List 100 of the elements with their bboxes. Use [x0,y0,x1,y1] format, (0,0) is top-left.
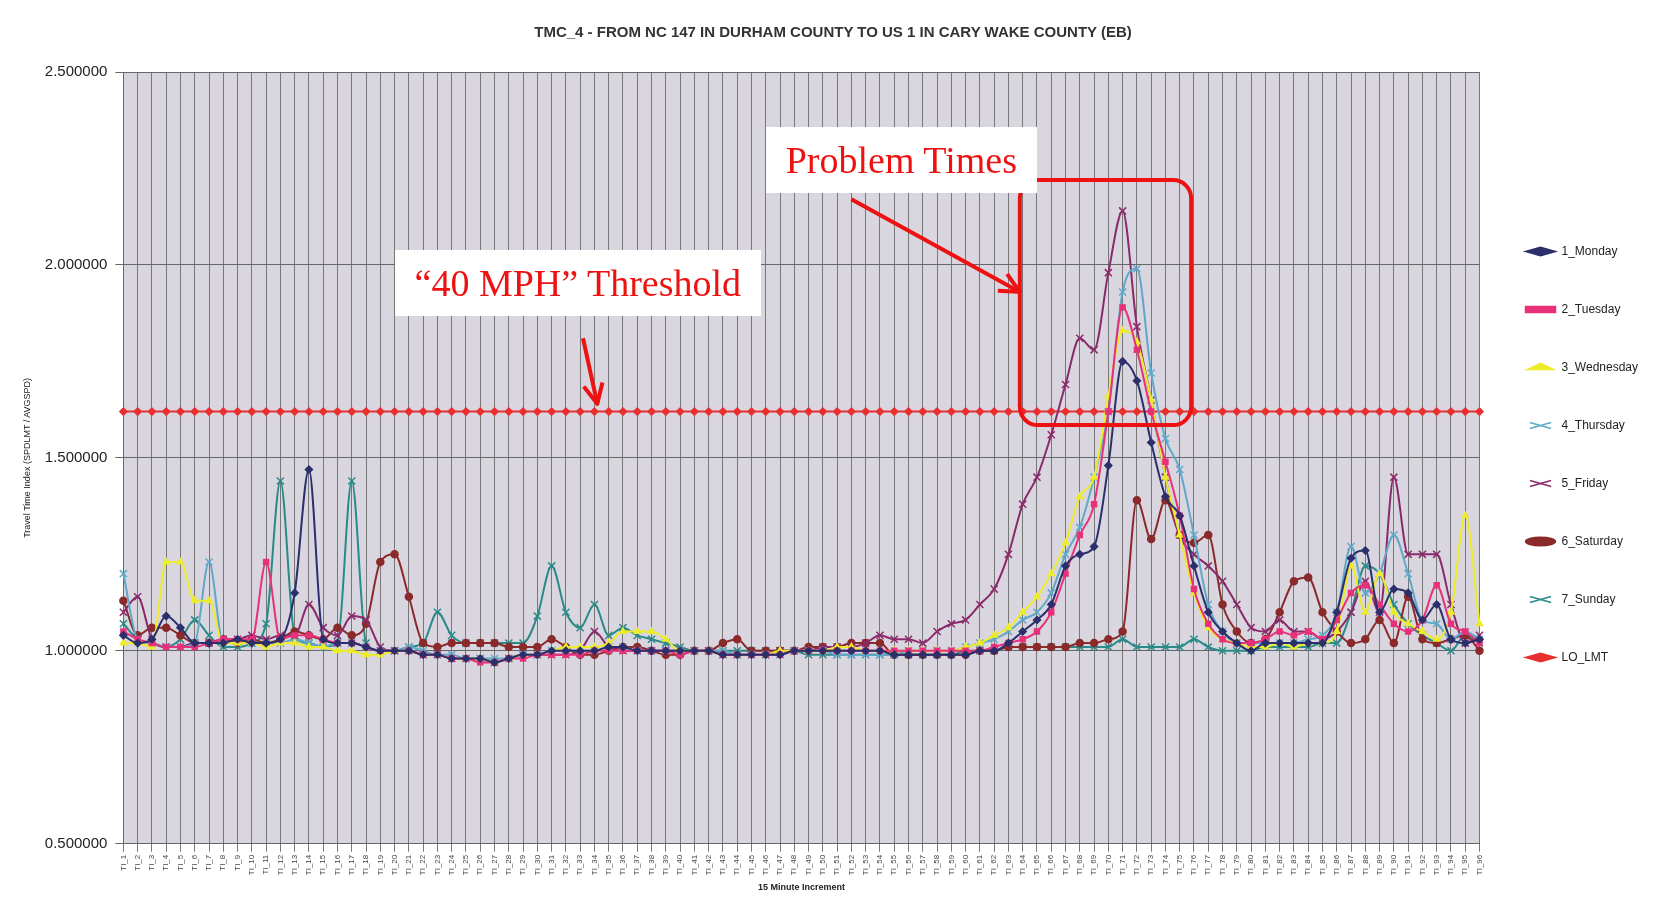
x-tick-label: TI_3 [147,854,157,871]
x-tick-label: TI_54 [875,854,885,876]
x-tick-label: TI_48 [789,854,799,876]
x-tick-label: TI_42 [703,854,713,876]
y-tick-label: 0.500000 [44,833,108,851]
legend-label: 6_Saturday [1561,533,1623,548]
x-tick-label: TI_75 [1174,854,1184,876]
x-tick-label: TI_30 [532,854,542,876]
x-tick-label: TI_56 [903,854,913,876]
x-tick-label: TI_15 [318,854,328,876]
x-tick-label: TI_72 [1132,854,1142,876]
x-tick-label: TI_7 [204,854,214,871]
x-tick-label: TI_44 [732,854,742,876]
x-tick-label: TI_67 [1060,854,1070,876]
x-tick-label: TI_58 [932,854,942,876]
x-tick-label: TI_22 [418,854,428,876]
x-tick-label: TI_95 [1460,854,1470,876]
x-tick-label: TI_70 [1103,854,1113,876]
x-tick-label: TI_13 [289,854,299,876]
y-tick-label: 2.000000 [44,255,108,273]
x-tick-label: TI_1 [118,854,128,871]
x-tick-label: TI_87 [1346,854,1356,876]
x-tick-label: TI_52 [846,854,856,876]
y-tick-label: 1.500000 [44,448,108,466]
x-tick-label: TI_91 [1403,854,1413,876]
x-tick-label: TI_34 [589,854,599,876]
x-tick-label: TI_39 [661,854,671,876]
x-tick-label: TI_66 [1046,854,1056,876]
x-tick-label: TI_10 [247,854,257,876]
x-tick-label: TI_21 [404,854,414,876]
x-tick-label: TI_40 [675,854,685,876]
x-tick-label: TI_20 [389,854,399,876]
x-tick-label: TI_76 [1189,854,1199,876]
x-tick-label: TI_89 [1374,854,1384,876]
x-tick-label: TI_65 [1032,854,1042,876]
x-tick-label: TI_26 [475,854,485,876]
legend-label: 1_Monday [1561,243,1618,258]
x-tick-label: TI_50 [818,854,828,876]
x-tick-label: TI_6 [189,854,199,871]
x-tick-label: TI_41 [689,854,699,876]
x-tick-label: TI_64 [1017,854,1027,876]
y-tick-label: 2.500000 [44,62,108,80]
x-tick-label: TI_18 [361,854,371,876]
x-tick-label: TI_96 [1474,854,1484,876]
x-tick-label: TI_17 [346,854,356,876]
legend-label: LO_LMT [1561,649,1609,664]
x-tick-label: TI_51 [832,854,842,876]
x-tick-label: TI_4 [161,854,171,871]
x-tick-label: TI_62 [989,854,999,876]
x-tick-label: TI_2 [132,854,142,871]
x-tick-label: TI_77 [1203,854,1213,876]
x-tick-label: TI_43 [718,854,728,876]
x-tick-label: TI_12 [275,854,285,876]
x-tick-label: TI_38 [646,854,656,876]
legend-label: 4_Thursday [1561,417,1625,432]
x-tick-label: TI_5 [175,854,185,871]
x-tick-label: TI_28 [503,854,513,876]
x-tick-label: TI_35 [603,854,613,876]
x-tick-label: TI_60 [960,854,970,876]
x-tick-label: TI_46 [760,854,770,876]
legend-label: 3_Wednesday [1561,359,1638,374]
x-tick-label: TI_31 [546,854,556,876]
annotation: “40 MPH” Threshold [394,250,762,317]
x-tick-label: TI_24 [446,854,456,876]
x-tick-label: TI_71 [1117,854,1127,876]
chart-title: TMC_4 - FROM NC 147 IN DURHAM COUNTY TO US 1 IN CARY WAKE COUNTY (EB) [534,23,1132,41]
x-tick-label: TI_69 [1089,854,1099,876]
x-axis-title: 15 Minute Increment [757,882,845,893]
x-tick-label: TI_78 [1217,854,1227,876]
x-tick-label: TI_53 [860,854,870,876]
x-tick-label: TI_59 [946,854,956,876]
x-tick-label: TI_19 [375,854,385,876]
x-tick-label: TI_47 [775,854,785,876]
y-tick-label: 1.000000 [44,640,108,658]
x-tick-label: TI_23 [432,854,442,876]
x-tick-label: TI_80 [1246,854,1256,876]
x-tick-label: TI_90 [1389,854,1399,876]
y-axis-title: Travel Time Index (SPDLMT / AVGSPD) [21,377,32,538]
x-tick-label: TI_29 [518,854,528,876]
x-tick-label: TI_45 [746,854,756,876]
x-tick-label: TI_74 [1160,854,1170,876]
x-tick-label: TI_81 [1260,854,1270,876]
x-tick-label: TI_84 [1303,854,1313,876]
x-tick-label: TI_16 [332,854,342,876]
legend-label: 2_Tuesday [1561,301,1621,316]
x-tick-label: TI_55 [889,854,899,876]
x-tick-label: TI_79 [1232,854,1242,876]
x-tick-label: TI_33 [575,854,585,876]
x-tick-label: TI_9 [232,854,242,871]
x-tick-label: TI_27 [489,854,499,876]
x-tick-label: TI_68 [1075,854,1084,876]
x-tick-label: TI_94 [1446,854,1456,876]
legend-label: 7_Sunday [1561,591,1616,606]
x-tick-label: TI_93 [1431,854,1441,876]
x-tick-label: TI_63 [1003,854,1013,876]
x-tick-label: TI_57 [917,854,927,876]
x-tick-label: TI_14 [304,854,314,876]
x-tick-label: TI_37 [632,854,642,876]
x-tick-label: TI_25 [461,854,471,876]
x-tick-label: TI_8 [218,854,228,871]
